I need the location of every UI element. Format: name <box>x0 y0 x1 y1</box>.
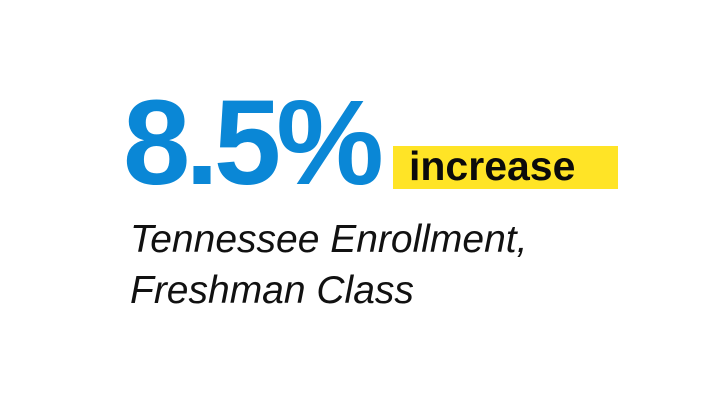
increase-label: increase <box>409 143 576 189</box>
stat-description: Tennessee Enrollment, Freshman Class <box>130 214 527 316</box>
enrollment-stat-block: 8.5% increase Tennessee Enrollment, Fres… <box>123 82 643 322</box>
stat-description-line-2: Freshman Class <box>130 269 414 312</box>
stat-headline: 8.5% increase <box>123 74 618 210</box>
stat-value: 8.5% <box>123 74 384 210</box>
increase-highlight <box>393 146 618 189</box>
stat-description-line-1: Tennessee Enrollment, <box>130 218 528 261</box>
